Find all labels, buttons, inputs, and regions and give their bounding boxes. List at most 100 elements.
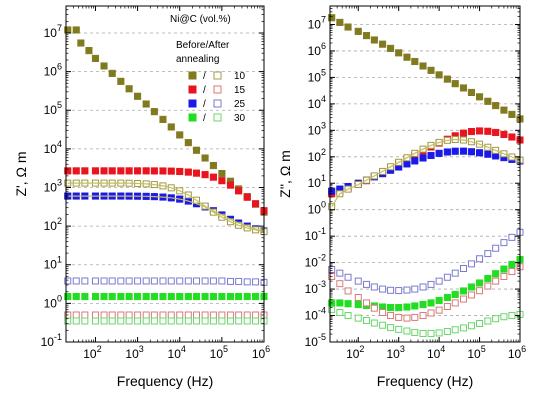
panel-imaginary-impedance: 10-510-410-310-210-110010110210310410510… [277,5,526,389]
data-point [150,277,158,285]
data-point [64,167,72,175]
data-point [403,327,411,335]
data-point [85,47,93,55]
data-point [159,277,167,285]
data-point [508,312,516,320]
data-point [218,293,226,301]
data-point [209,293,217,301]
data-point [77,39,85,47]
legend-title: Ni@C (vol.%) [170,14,231,25]
legend-label: 30 [234,113,246,124]
data-point [492,102,500,110]
legend-marker-after [213,99,222,108]
x-tick-label: 104 [427,344,445,361]
legend: Ni@C (vol.%)Before/Afterannealing/10/15/… [170,14,246,124]
data-point [411,157,419,165]
data-point [117,277,125,285]
data-point [134,293,142,301]
data-point [344,273,352,281]
x-tick-label: 106 [508,344,526,361]
data-point [117,311,125,319]
fit-curve [331,138,521,208]
data-point [142,317,150,325]
data-point [176,167,184,176]
data-point [209,162,217,170]
data-point [159,293,167,301]
y-tick-label: 104 [308,94,326,111]
data-point [395,313,403,321]
data-point [500,313,508,321]
y-tick-label: 105 [44,100,62,117]
data-point [184,168,192,176]
series-a30-after [64,317,268,325]
data-point [435,296,443,305]
data-point [108,69,116,77]
y-tick-label: 105 [308,67,326,84]
legend-entry: / 30 [188,113,246,124]
data-point [500,130,508,138]
data-point [134,317,142,325]
data-point [108,311,116,319]
y-tick-label: 101 [308,173,326,190]
y-axis-label: Z', Ω m [13,151,29,196]
data-point [117,77,125,85]
data-point [344,312,352,320]
data-point [142,277,150,285]
data-point [336,18,344,26]
data-point [117,293,125,301]
data-point [459,324,467,332]
data-point [159,317,167,325]
data-point [500,265,508,273]
data-point [192,317,200,325]
data-point [201,311,209,319]
data-point [508,260,516,269]
data-point [459,129,468,137]
data-point [176,293,184,301]
data-point [100,293,108,301]
data-point [403,314,411,322]
data-point [108,293,116,301]
data-point [226,181,235,189]
y-tick-label: 10-4 [305,306,326,323]
data-point [201,154,209,162]
data-point [226,277,234,285]
data-point [427,299,435,307]
x-tick-label: 102 [346,344,364,361]
data-point [476,287,484,295]
legend-entry: / 25 [188,99,246,110]
data-point [81,277,89,285]
data-point [243,193,251,201]
data-point [484,127,492,135]
data-point [176,317,184,325]
data-point [226,317,234,325]
data-point [344,23,352,31]
data-point [184,317,192,325]
data-point [209,317,217,325]
data-point [125,277,133,285]
data-point [467,88,476,97]
series-s10-before [328,14,524,123]
legend-marker-before [188,99,197,108]
x-tick-label: 103 [387,344,405,361]
data-point [117,167,125,175]
data-point [117,317,125,325]
y-tick-label: 10-2 [305,253,326,270]
legend-slash: / [203,71,206,82]
data-point [72,277,80,285]
data-point [91,277,99,285]
data-point [134,167,142,175]
data-point [125,167,133,175]
data-point [459,84,468,92]
data-point [419,329,427,337]
y-tick-label: 107 [44,23,62,40]
data-point [387,324,395,332]
data-point [328,305,336,313]
data-point [344,300,352,308]
y-tick-label: 106 [44,62,62,79]
data-point [419,312,427,320]
legend-label: 10 [234,71,246,82]
data-point [467,148,476,156]
data-point [64,26,72,34]
data-point [427,309,435,317]
data-point [81,317,89,325]
